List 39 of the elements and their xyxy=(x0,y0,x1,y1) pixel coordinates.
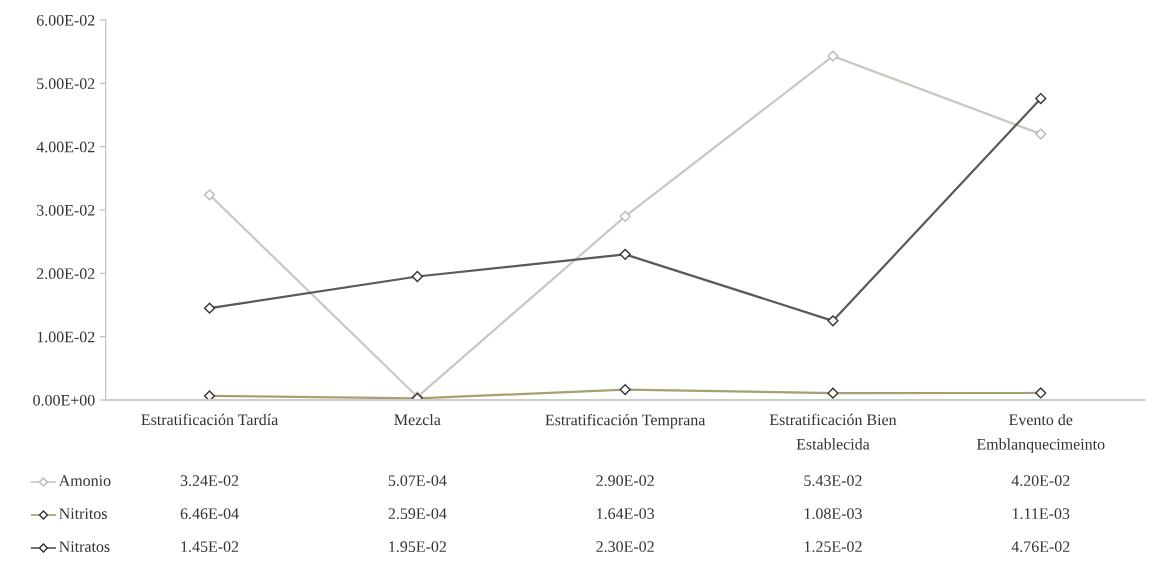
data-label: 1.25E-02 xyxy=(804,541,862,553)
y-tick-label: 2.00E-02 xyxy=(36,268,95,280)
point xyxy=(827,50,839,62)
point xyxy=(827,315,839,327)
x-tick-label: Estratificación Bien Establecida xyxy=(769,413,897,450)
data-label: 2.59E-04 xyxy=(388,508,447,520)
data-label: 5.43E-02 xyxy=(804,475,862,487)
point xyxy=(203,189,216,201)
point xyxy=(619,248,631,260)
legend-label: Nitratos xyxy=(59,541,110,552)
point xyxy=(203,302,216,314)
legend-label: Nitritos xyxy=(59,508,107,519)
x-tick-label: Estratificación Temprana xyxy=(545,413,706,429)
data-label: 1.08E-03 xyxy=(804,508,862,520)
point xyxy=(411,270,423,283)
y-tick-label: 4.00E-02 xyxy=(36,141,95,153)
y-tick-label: 3.00E-02 xyxy=(37,204,95,216)
data-label: 1.64E-03 xyxy=(597,508,655,520)
data-label: 4.76E-02 xyxy=(1011,541,1070,553)
data-label: 4.20E-02 xyxy=(1011,475,1070,487)
legend-label: Amonio xyxy=(58,475,111,486)
y-tick-label: 5.00E-02 xyxy=(37,78,95,90)
x-tick-label: Evento de Emblanquecimeinto xyxy=(976,413,1105,453)
data-label: 6.46E-04 xyxy=(180,508,239,520)
data-label: 2.90E-02 xyxy=(596,475,654,487)
point xyxy=(619,210,631,222)
data-label: 1.11E-03 xyxy=(1012,508,1070,520)
data-label: 2.30E-02 xyxy=(596,541,654,553)
y-tick-label: 6.00E-02 xyxy=(36,14,95,26)
data-label: 1.95E-02 xyxy=(389,541,446,553)
data-label: 3.24E-02 xyxy=(180,475,239,487)
point xyxy=(1035,128,1047,140)
y-tick-label: 1.00E-02 xyxy=(37,331,95,343)
data-label: 5.07E-04 xyxy=(388,475,447,487)
y-tick-label: 0.00E+00 xyxy=(33,394,95,406)
x-tick-label: Mezcla xyxy=(394,413,441,426)
point xyxy=(1035,92,1047,105)
x-tick-label: Estratificación Tardía xyxy=(141,413,279,426)
data-label: 1.45E-02 xyxy=(181,541,239,553)
